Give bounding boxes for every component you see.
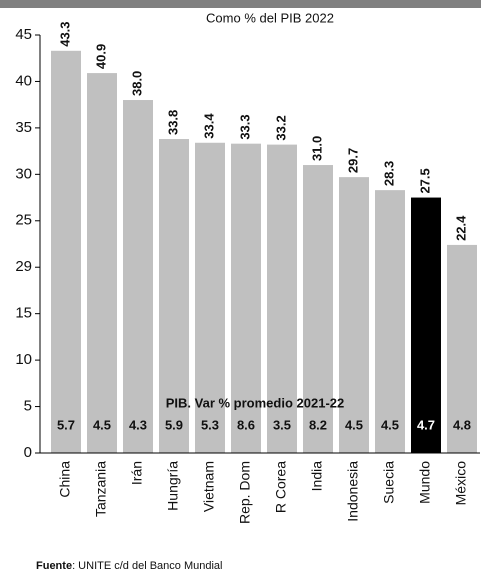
value-label: 40.9 — [93, 44, 108, 69]
bar — [375, 190, 405, 453]
y-tick-label: 29 — [15, 258, 32, 275]
growth-label: 4.3 — [129, 417, 147, 432]
growth-label: 4.8 — [453, 417, 471, 432]
x-tick-label: Vietnam — [201, 461, 217, 512]
x-tick-label: Hungría — [165, 461, 181, 511]
value-label: 33.8 — [165, 110, 180, 135]
growth-label: 4.7 — [417, 417, 435, 432]
chart-title: Como % del PIB 2022 — [206, 10, 334, 25]
growth-title: PIB. Var % promedio 2021-22 — [166, 395, 344, 410]
growth-label: 5.7 — [57, 417, 75, 432]
bar — [159, 139, 189, 453]
source-label: Fuente — [36, 560, 72, 572]
x-tick-label: Mundo — [417, 461, 433, 504]
x-tick-label: Indonesia — [345, 461, 361, 522]
growth-label: 4.5 — [345, 417, 363, 432]
bar — [447, 244, 477, 453]
value-label: 33.3 — [237, 114, 252, 139]
y-tick-label: 15 — [15, 305, 32, 322]
bar — [411, 197, 441, 453]
growth-label: 8.6 — [237, 417, 255, 432]
bar — [231, 143, 261, 453]
x-tick-label: Irán — [129, 461, 145, 485]
y-tick-label: 40 — [15, 72, 32, 89]
growth-label: 3.5 — [273, 417, 291, 432]
x-tick-label: R Corea — [273, 461, 289, 513]
x-tick-label: México — [453, 461, 469, 506]
source-text: : UNITE c/d del Banco Mundial — [72, 560, 222, 572]
growth-label: 8.2 — [309, 417, 327, 432]
growth-label: 4.5 — [381, 417, 399, 432]
bar — [123, 100, 153, 454]
y-tick-label: 35 — [15, 119, 32, 136]
value-label: 33.4 — [201, 113, 216, 139]
x-tick-label: Tanzania — [93, 461, 109, 517]
bar — [267, 144, 297, 453]
value-label: 43.3 — [57, 21, 72, 46]
y-tick-label: 25 — [15, 212, 32, 229]
growth-label: 5.3 — [201, 417, 219, 432]
x-tick-label: Suecia — [381, 461, 397, 504]
source: Fuente: UNITE c/d del Banco Mundial — [36, 560, 222, 572]
x-tick-label: India — [309, 461, 325, 492]
x-tick-label: China — [57, 461, 73, 498]
growth-label: 4.5 — [93, 417, 111, 432]
value-label: 33.2 — [273, 115, 288, 140]
bar — [303, 165, 333, 454]
top-band — [0, 0, 481, 8]
value-label: 31.0 — [309, 136, 324, 161]
value-label: 38.0 — [129, 71, 144, 96]
x-tick-label: Rep. Dom — [237, 461, 253, 524]
y-tick-label: 30 — [15, 165, 32, 182]
y-tick-label: 45 — [15, 26, 32, 43]
value-label: 22.4 — [453, 215, 468, 241]
value-label: 28.3 — [381, 161, 396, 186]
bar — [87, 73, 117, 453]
bar — [51, 50, 81, 454]
bar — [339, 177, 369, 453]
value-label: 29.7 — [345, 148, 360, 173]
y-tick-label: 5 — [24, 398, 32, 415]
bar — [195, 142, 225, 454]
y-tick-label: 0 — [24, 444, 32, 461]
y-tick-label: 10 — [15, 351, 32, 368]
growth-label: 5.9 — [165, 417, 183, 432]
value-label: 27.5 — [417, 168, 432, 193]
